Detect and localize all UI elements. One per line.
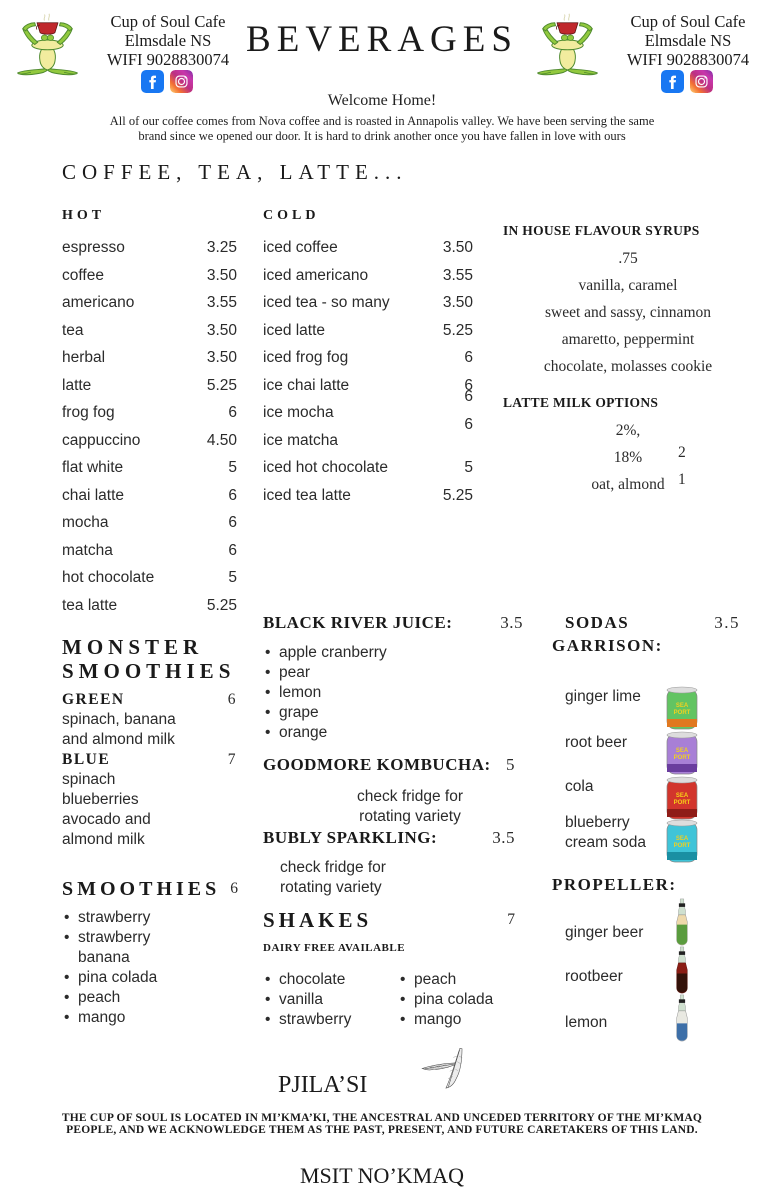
svg-text:PORT: PORT xyxy=(674,755,691,761)
svg-text:SEA: SEA xyxy=(676,748,689,754)
svg-text:PORT: PORT xyxy=(674,843,691,849)
svg-text:SEA: SEA xyxy=(676,836,689,842)
svg-text:PORT: PORT xyxy=(674,710,691,716)
svg-text:SEA: SEA xyxy=(676,793,689,799)
svg-text:SEA: SEA xyxy=(676,703,689,709)
svg-text:PORT: PORT xyxy=(674,800,691,806)
